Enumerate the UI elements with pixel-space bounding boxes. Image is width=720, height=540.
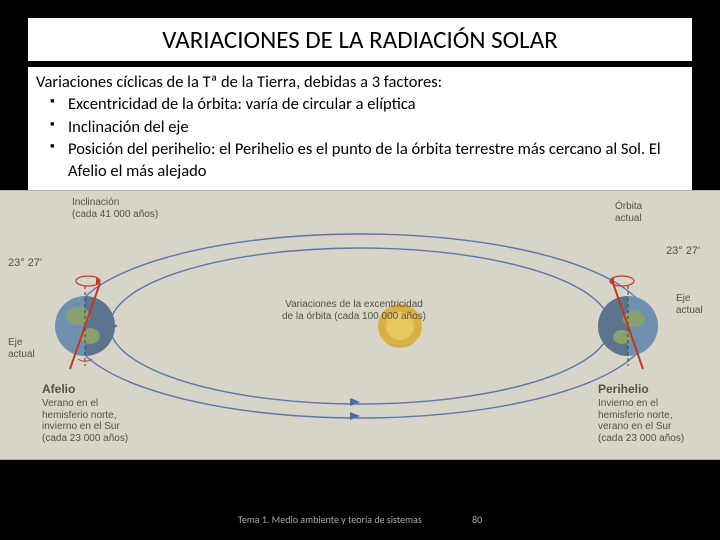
label-perihelio-title: Perihelio (598, 383, 649, 397)
list-item: Excentricidad de la órbita: varía de cir… (54, 93, 684, 115)
orbit-inner (110, 248, 610, 404)
body-text: Variaciones cíclicas de la Tª de la Tier… (28, 67, 692, 190)
arrow-orbit (350, 412, 360, 420)
page-number: 80 (472, 513, 482, 526)
label-afelio-text: Verano en elhemisferio norte,invierno en… (42, 398, 128, 444)
slide-footer: Tema 1. Medio ambiente y teoría de siste… (0, 513, 720, 526)
orbit-outer (70, 234, 650, 418)
label-angle-right: 23° 27' (666, 245, 700, 258)
earth-perihelion (598, 276, 658, 369)
label-orbit-actual: Órbitaactual (615, 201, 642, 224)
slide-title: VARIACIONES DE LA RADIACIÓN SOLAR (28, 18, 692, 61)
earth-aphelion (55, 276, 115, 369)
label-eje-right: Ejeactual (676, 293, 703, 316)
intro-line: Variaciones cíclicas de la Tª de la Tier… (36, 71, 684, 93)
label-center: Variaciones de la excentricidadde la órb… (282, 299, 426, 322)
list-item: Posición del perihelio: el Perihelio es … (54, 138, 684, 183)
orbit-diagram: Inclinación(cada 41 000 años) 23° 27' Ej… (0, 190, 720, 460)
label-angle-left: 23° 27' (8, 257, 42, 270)
label-perihelio-text: Invierno en elhemisferio norte,verano en… (598, 398, 684, 444)
label-afelio-title: Afelio (42, 383, 75, 397)
label-eje-left: Ejeactual (8, 337, 35, 360)
factor-list: Excentricidad de la órbita: varía de cir… (36, 93, 684, 182)
list-item: Inclinación del eje (54, 116, 684, 138)
footer-text: Tema 1. Medio ambiente y teoría de siste… (238, 513, 422, 526)
label-inclination: Inclinación(cada 41 000 años) (72, 197, 158, 220)
arrow-orbit (350, 398, 360, 406)
